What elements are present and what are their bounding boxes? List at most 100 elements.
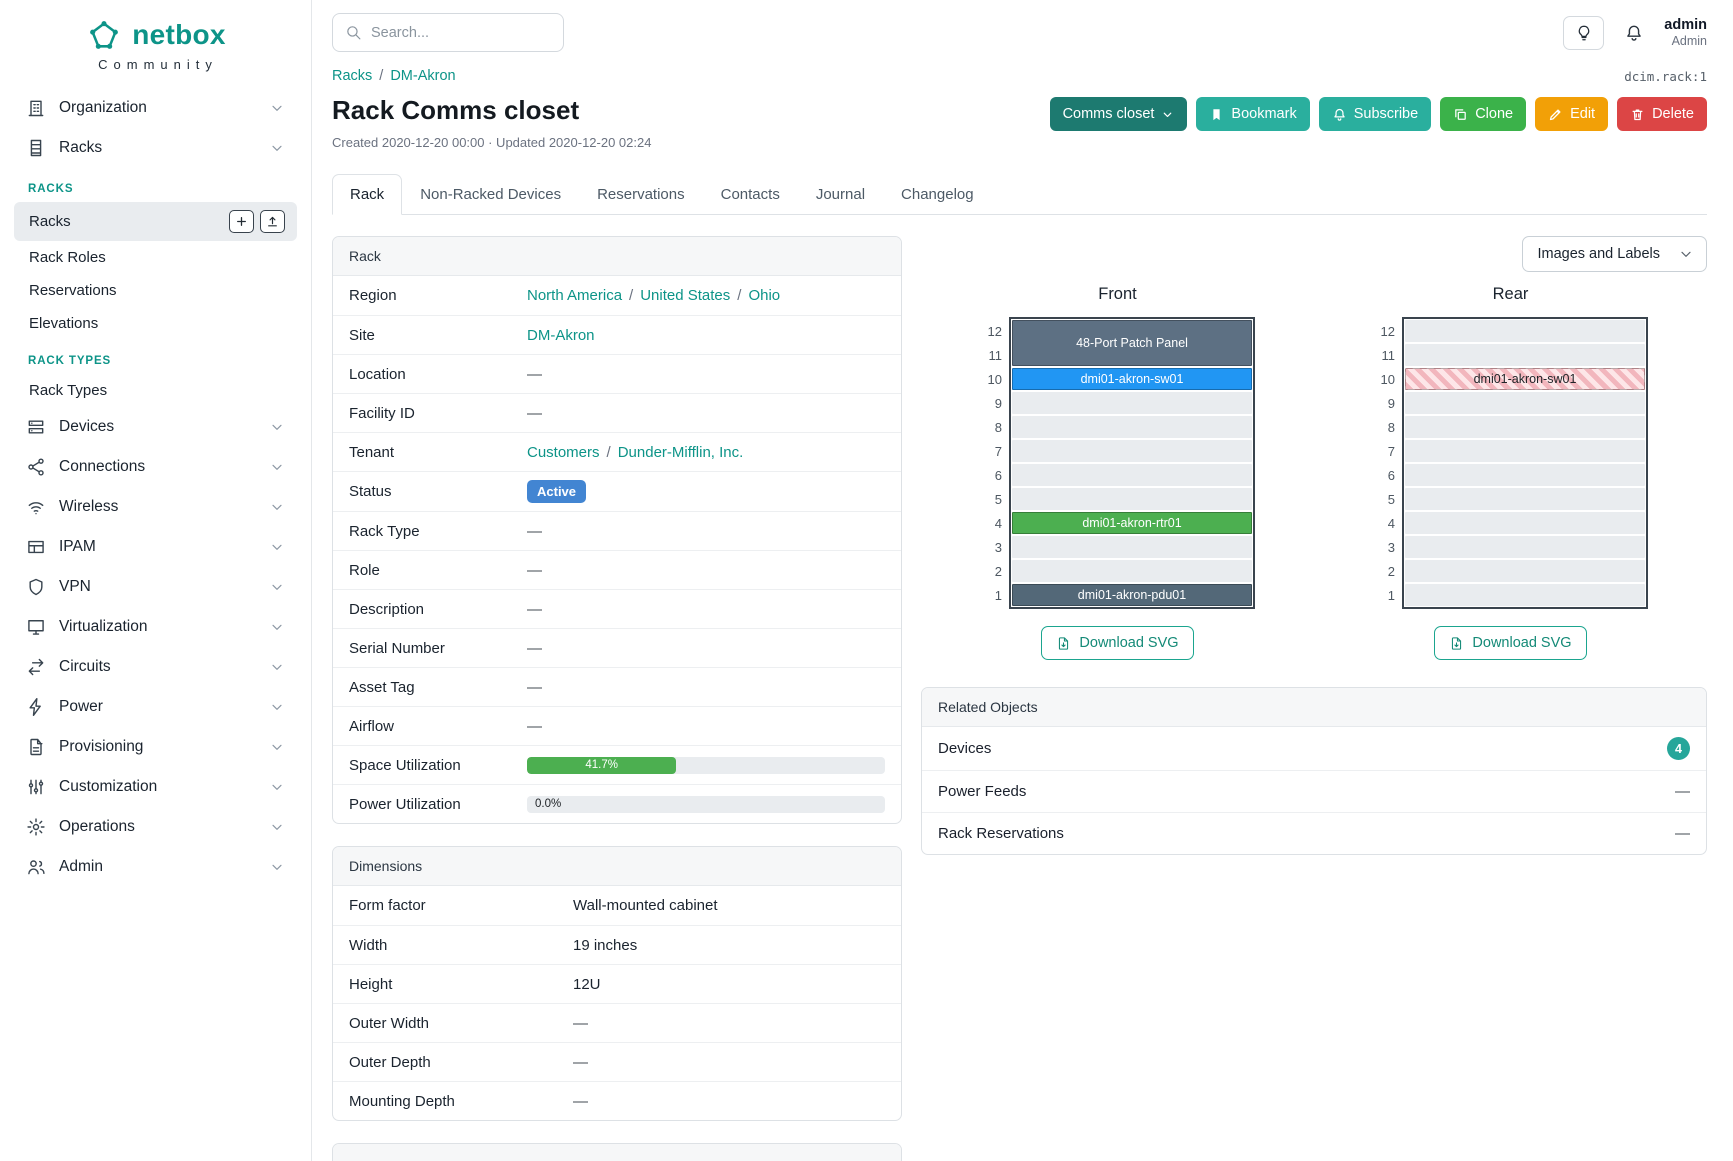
- related-row-devices[interactable]: Devices 4: [922, 727, 1706, 770]
- elevation-display-select[interactable]: Images and Labels: [1522, 236, 1707, 272]
- rack-unit-empty[interactable]: [1405, 320, 1645, 342]
- rack-unit-device[interactable]: dmi01-akron-sw01: [1012, 368, 1252, 390]
- sidebar-item-wireless[interactable]: Wireless: [14, 487, 297, 527]
- file-download-icon: [1059, 636, 1069, 650]
- field-row-form-factor: Form factor Wall-mounted cabinet: [349, 897, 718, 914]
- rack-unit-empty[interactable]: [1012, 392, 1252, 414]
- download-svg-front-button[interactable]: Download SVG: [1041, 626, 1194, 660]
- power-utilization-bar: 0.0%: [527, 795, 885, 813]
- rack-unit-empty[interactable]: [1405, 344, 1645, 366]
- import-racks-button[interactable]: [260, 210, 285, 233]
- rack-unit-empty[interactable]: [1405, 440, 1645, 462]
- rack-unit-device[interactable]: 48-Port Patch Panel: [1012, 320, 1252, 366]
- tenant-link[interactable]: Dunder-Mifflin, Inc.: [617, 443, 744, 461]
- delete-button[interactable]: Delete: [1617, 97, 1707, 131]
- sidebar-item-label: Customization: [59, 778, 158, 795]
- sidebar-item-label: Connections: [59, 458, 146, 475]
- rack-unit-empty[interactable]: [1012, 440, 1252, 462]
- sidebar-item-racks-group[interactable]: Racks: [14, 128, 297, 168]
- rack-unit-empty[interactable]: [1405, 536, 1645, 558]
- tenant-group-link[interactable]: Customers: [527, 443, 600, 461]
- related-objects-panel: Related Objects Devices 4 Power Feeds — …: [921, 687, 1707, 855]
- edit-button[interactable]: Edit: [1535, 97, 1609, 131]
- theme-toggle-button[interactable]: [1563, 15, 1605, 50]
- rack-unit-empty[interactable]: [1012, 488, 1252, 510]
- rack-unit-empty[interactable]: [1405, 512, 1645, 534]
- region-link[interactable]: Ohio: [748, 287, 781, 304]
- rack-unit-device-rear[interactable]: dmi01-akron-sw01: [1405, 368, 1645, 390]
- tab-contacts[interactable]: Contacts: [720, 186, 780, 203]
- sidebar-item-admin[interactable]: Admin: [14, 847, 297, 887]
- rack-unit-empty[interactable]: [1405, 416, 1645, 438]
- rack-unit-device[interactable]: dmi01-akron-pdu01: [1012, 584, 1252, 606]
- user-menu[interactable]: admin Admin: [1664, 16, 1707, 50]
- sidebar-item-devices[interactable]: Devices: [14, 407, 297, 447]
- rack-unit-empty[interactable]: [1405, 584, 1645, 606]
- site-link[interactable]: DM-Akron: [527, 326, 595, 344]
- sidebar-item-label: Provisioning: [59, 738, 144, 755]
- sidebar-item-ipam[interactable]: IPAM: [14, 527, 297, 567]
- tab-journal[interactable]: Journal: [815, 186, 866, 203]
- sidebar-item-rack-roles[interactable]: Rack Roles: [14, 241, 297, 274]
- bookmark-button[interactable]: Bookmark: [1196, 97, 1310, 131]
- count-badge: 4: [1667, 737, 1690, 760]
- tab-changelog[interactable]: Changelog: [901, 186, 974, 203]
- sidebar-item-circuits[interactable]: Circuits: [14, 647, 297, 687]
- chevron-down-icon: [272, 664, 282, 670]
- notifications-button[interactable]: [1621, 20, 1647, 46]
- breadcrumb-link-racks[interactable]: Racks: [332, 68, 373, 84]
- sidebar-item-reservations[interactable]: Reservations: [14, 274, 297, 307]
- rack-unit-empty[interactable]: [1012, 464, 1252, 486]
- chevron-down-icon: [272, 544, 282, 550]
- main-area: admin Admin Racks / DM-Akron dcim.rack:1 R…: [312, 0, 1733, 1161]
- sidebar-item-organization[interactable]: Organization: [14, 88, 297, 128]
- sidebar-item-label: Rack Roles: [29, 249, 106, 266]
- upload-icon: [268, 216, 277, 227]
- rack-context-dropdown[interactable]: Comms closet: [1049, 97, 1188, 131]
- download-svg-rear-button[interactable]: Download SVG: [1434, 626, 1587, 660]
- netbox-logo[interactable]: netbox Community: [14, 16, 297, 88]
- search-input[interactable]: [371, 24, 551, 41]
- field-row-serial-number: Serial Number —: [333, 628, 901, 667]
- sidebar-item-power[interactable]: Power: [14, 687, 297, 727]
- sidebar-item-provisioning[interactable]: Provisioning: [14, 727, 297, 767]
- field-row-tenant: Tenant Customers / Dunder-Mifflin, Inc.: [333, 432, 901, 471]
- sidebar-item-customization[interactable]: Customization: [14, 767, 297, 807]
- rack-unit-empty[interactable]: [1405, 464, 1645, 486]
- field-row-role: Role —: [333, 550, 901, 589]
- username: admin: [1664, 16, 1707, 33]
- building-icon: [28, 100, 44, 117]
- sidebar-item-virtualization[interactable]: Virtualization: [14, 607, 297, 647]
- sidebar-item-label: IPAM: [59, 538, 96, 555]
- tab-rack[interactable]: Rack: [332, 174, 403, 215]
- grid-icon: [28, 540, 44, 554]
- logo-text: netbox: [132, 19, 226, 50]
- sidebar-item-racks[interactable]: Racks: [14, 202, 297, 241]
- add-rack-button[interactable]: [229, 210, 254, 233]
- region-link[interactable]: North America: [527, 287, 623, 304]
- region-link[interactable]: United States: [640, 287, 731, 304]
- search-box[interactable]: [332, 13, 564, 52]
- sidebar-item-label: Admin: [59, 858, 103, 875]
- sidebar-item-vpn[interactable]: VPN: [14, 567, 297, 607]
- clone-button[interactable]: Clone: [1440, 97, 1527, 131]
- sidebar-item-connections[interactable]: Connections: [14, 447, 297, 487]
- rack-unit-empty[interactable]: [1012, 536, 1252, 558]
- rack-unit-device[interactable]: dmi01-akron-rtr01: [1012, 512, 1252, 534]
- rack-unit-empty[interactable]: [1405, 392, 1645, 414]
- rack-unit-empty[interactable]: [1012, 560, 1252, 582]
- field-row-mounting-depth: Mounting Depth —: [333, 1081, 901, 1120]
- rack-unit-empty[interactable]: [1012, 416, 1252, 438]
- sidebar-item-rack-types[interactable]: Rack Types: [14, 374, 297, 407]
- sidebar-item-label: Reservations: [29, 282, 117, 299]
- empty-value: —: [527, 404, 542, 422]
- sidebar-item-operations[interactable]: Operations: [14, 807, 297, 847]
- rack-unit-empty[interactable]: [1405, 560, 1645, 582]
- shield-icon: [29, 578, 43, 596]
- rack-unit-empty[interactable]: [1405, 488, 1645, 510]
- subscribe-button[interactable]: Subscribe: [1318, 97, 1432, 131]
- tab-reservations[interactable]: Reservations: [597, 186, 685, 203]
- tab-non-racked-devices[interactable]: Non-Racked Devices: [420, 186, 562, 203]
- sidebar-item-elevations[interactable]: Elevations: [14, 307, 297, 340]
- breadcrumb-link-site[interactable]: DM-Akron: [390, 68, 456, 84]
